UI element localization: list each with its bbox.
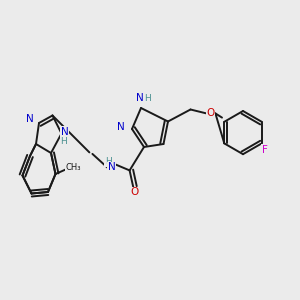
- Text: N: N: [136, 93, 143, 103]
- Text: N: N: [117, 122, 124, 133]
- Text: O: O: [206, 107, 215, 118]
- Text: N: N: [108, 162, 116, 172]
- Text: H: H: [61, 137, 67, 146]
- Text: CH₃: CH₃: [65, 163, 81, 172]
- Text: H: H: [144, 94, 151, 103]
- Text: N: N: [61, 127, 68, 137]
- Text: F: F: [262, 145, 268, 155]
- Text: O: O: [130, 187, 139, 197]
- Text: N: N: [26, 114, 34, 124]
- Text: H: H: [105, 158, 111, 166]
